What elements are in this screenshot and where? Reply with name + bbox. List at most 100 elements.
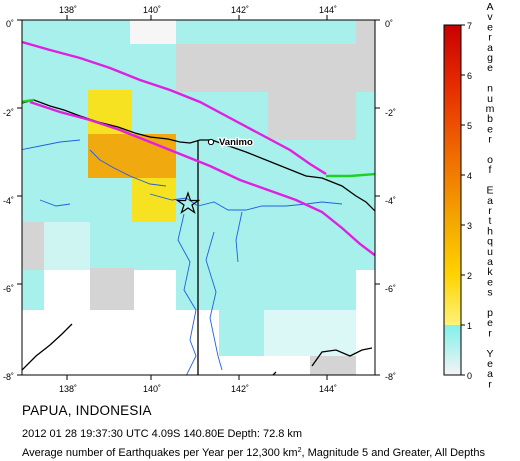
legend-colorbar: 7 6 5 4 3 2 1 0 AveragenumberofEarthquak… (443, 1, 495, 390)
legend-title-letter: h (487, 225, 493, 237)
city-marker-vanimo (207, 138, 215, 146)
legend-title-letter: e (487, 21, 493, 33)
y-tick-label: -4˚ (3, 196, 14, 206)
legend-title-letter: t (489, 215, 492, 227)
colorbar-frame (443, 24, 462, 376)
map-frame (21, 19, 376, 376)
grid-cell-gray (310, 356, 356, 375)
grid-cell-light (264, 310, 310, 356)
legend-title-letter: p (487, 307, 493, 319)
legend-title-letter: n (487, 83, 493, 95)
x-tick-label: 140˚ (143, 5, 161, 15)
grid-cell-light (310, 310, 356, 356)
legend-title-letter: a (487, 42, 493, 54)
y-tick-label: 0˚ (6, 19, 14, 29)
grid-cell-low (175, 270, 375, 310)
legend-title-letter: v (487, 11, 493, 23)
y-tick-label: -6˚ (3, 284, 14, 294)
grid-cell-gray (312, 92, 356, 140)
x-tick-label: 142˚ (231, 384, 249, 394)
grid-cell-none (130, 270, 176, 310)
grid-cell-light (44, 222, 90, 270)
legend-title-letter: e (487, 358, 493, 370)
region-title: PAPUA, INDONESIA (22, 403, 152, 418)
legend-title-letter: r (488, 32, 492, 44)
grid-cell-gray (356, 20, 375, 44)
x-tick-label: 138˚ (59, 5, 77, 15)
legend-title-letter: e (487, 276, 493, 288)
legend-title-letter: q (487, 236, 493, 248)
x-tick-label: 142˚ (231, 5, 249, 15)
legend-tick-label: 0 (467, 371, 472, 381)
grid-cell-gray (22, 222, 44, 270)
axis-ticks (17, 15, 380, 380)
grid-cell-gray (268, 44, 312, 92)
legend-title-letter: u (487, 93, 493, 105)
grid-cell-orange (132, 134, 176, 178)
legend-title-letter: b (487, 113, 493, 125)
x-tick-label: 140˚ (143, 384, 161, 394)
grid-cell-none (44, 270, 90, 310)
city-label-vanimo: Vanimo (219, 137, 253, 148)
plate-boundary-south (29, 100, 375, 257)
x-tick-labels-top: 138˚ 140˚ 142˚ 144˚ (59, 5, 337, 15)
legend-title-letter: r (488, 378, 492, 390)
legend-title-letter: Y (486, 348, 493, 360)
grid-cell-none (130, 20, 176, 44)
legend-title-letter: r (488, 134, 492, 146)
y-tick-label: -2˚ (3, 108, 14, 118)
grid-cell-orange (88, 134, 132, 178)
legend-title-letter: r (488, 327, 492, 339)
legend-tick-label: 5 (467, 121, 472, 131)
legend-title-letter: A (486, 1, 493, 13)
grid-cell-gray (356, 44, 375, 92)
legend-title-letter: a (487, 256, 493, 268)
plate-boundary-north (22, 40, 327, 176)
legend-tick-label: 3 (467, 221, 472, 231)
coastline-south (22, 323, 373, 375)
legend-title-letter: e (487, 317, 493, 329)
legend-tick-label: 4 (467, 171, 472, 181)
grid-cell-yellow (132, 178, 176, 222)
legend-title-letter: o (487, 154, 493, 166)
legend-tick-label: 2 (467, 271, 472, 281)
legend-tick-label: 6 (467, 71, 472, 81)
description-superscript: 2 (297, 447, 302, 454)
grid-cell-low (218, 310, 264, 356)
legend-tick-label: 7 (467, 21, 472, 31)
map-description: Average number of Earthquakes per Year p… (22, 447, 485, 459)
legend-title-letter: s (487, 287, 492, 299)
grid-cell-gray (176, 44, 222, 92)
seismicity-map: Vanimo 138˚ 140˚ 142˚ 144˚ 138˚ 140˚ 142… (3, 1, 495, 394)
grid-cell-none (356, 270, 375, 375)
legend-title-letter: k (487, 266, 493, 278)
legend-title-letter: E (486, 185, 493, 197)
coastline (22, 99, 375, 212)
grid-cell-gray (268, 92, 312, 140)
star-icon (175, 191, 201, 215)
y-tick-label: 0˚ (385, 19, 393, 29)
y-tick-label: -2˚ (385, 108, 396, 118)
legend-title-letter: e (487, 62, 493, 74)
grid-cell-gray (90, 268, 134, 310)
grid-cell-gray (222, 44, 268, 92)
y-tick-label: -8˚ (3, 372, 14, 382)
legend-tick-label: 1 (467, 321, 472, 331)
x-tick-labels-bottom: 138˚ 140˚ 142˚ 144˚ (59, 384, 337, 394)
legend-title-letter: a (487, 195, 493, 207)
grid-cell-low (22, 270, 44, 310)
description-text: Average number of Earthquakes per Year p… (22, 447, 298, 459)
y-tick-label: -8˚ (385, 372, 396, 382)
grid-cell-none (175, 310, 219, 375)
event-info: 2012 01 28 19:37:30 UTC 4.09S 140.80E De… (22, 428, 303, 440)
legend-title-letter: a (487, 368, 493, 380)
legend-title-letter: u (487, 246, 493, 258)
x-tick-label: 144˚ (319, 5, 337, 15)
y-tick-labels-left: 0˚ -2˚ -4˚ -6˚ -8˚ (3, 19, 14, 382)
x-tick-label: 138˚ (59, 384, 77, 394)
y-tick-labels-right: 0˚ -2˚ -4˚ -6˚ -8˚ (385, 19, 396, 382)
y-tick-label: -4˚ (385, 196, 396, 206)
plate-boundary-green-east (326, 172, 375, 178)
legend-title-letter: r (488, 205, 492, 217)
